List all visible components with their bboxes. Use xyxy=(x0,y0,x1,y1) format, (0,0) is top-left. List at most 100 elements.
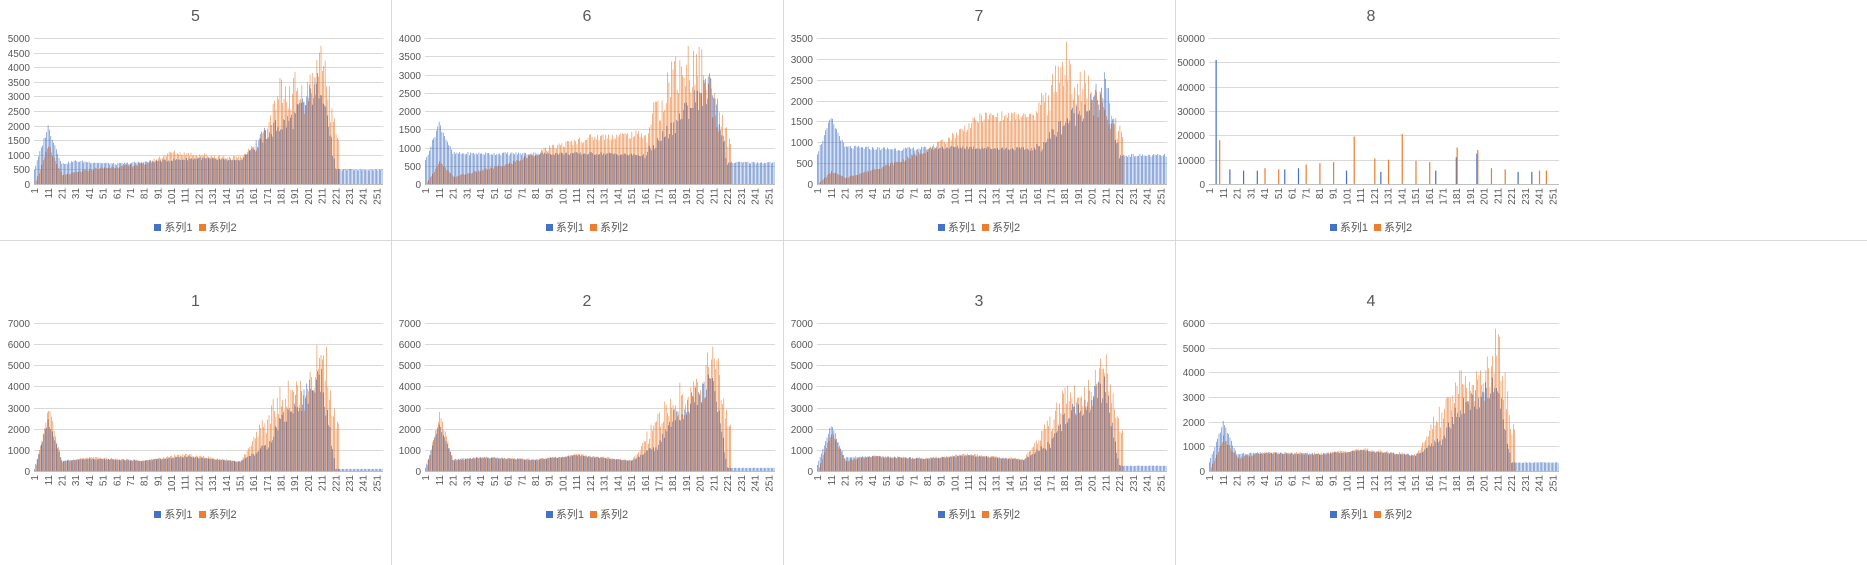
bar-1 xyxy=(54,440,56,471)
bar-2 xyxy=(613,459,615,471)
bar-1 xyxy=(1380,171,1382,184)
bar-1 xyxy=(168,457,169,471)
bar-1 xyxy=(569,456,570,471)
bar-2 xyxy=(572,144,574,184)
bar-1 xyxy=(1436,438,1438,471)
bar-1 xyxy=(768,162,769,184)
bar-1 xyxy=(172,160,173,184)
bar-2 xyxy=(1022,459,1023,471)
bar-2 xyxy=(1296,452,1297,471)
x-tick-label: 211 xyxy=(709,475,720,491)
bar-2 xyxy=(1410,455,1411,471)
bar-1 xyxy=(161,459,162,471)
bar-2 xyxy=(508,163,509,184)
bar-1 xyxy=(562,456,563,471)
bar-2 xyxy=(208,156,210,184)
bar-2 xyxy=(175,455,177,471)
x-tick-label: 181 xyxy=(1452,188,1463,205)
bar-2 xyxy=(967,453,968,471)
bar-1 xyxy=(530,153,532,184)
bar-2 xyxy=(535,459,537,471)
bar-2 xyxy=(1423,442,1425,471)
bar-1 xyxy=(166,458,168,471)
bar-2 xyxy=(281,79,282,184)
bar-2 xyxy=(547,150,549,184)
bar-1 xyxy=(90,163,91,184)
bar-1 xyxy=(743,467,745,471)
bar-1 xyxy=(888,456,890,471)
bar-2 xyxy=(842,176,843,184)
bar-2 xyxy=(287,380,289,471)
bar-1 xyxy=(118,459,120,471)
bar-2 xyxy=(1318,452,1319,471)
bar-1 xyxy=(909,147,910,184)
bar-1 xyxy=(46,427,48,471)
bar-1 xyxy=(373,469,375,471)
bar-1 xyxy=(270,442,272,471)
bar-2 xyxy=(1513,424,1514,471)
bar-1 xyxy=(517,154,518,184)
x-tick-label: 241 xyxy=(751,188,762,205)
bar-2 xyxy=(838,447,839,471)
bar-1 xyxy=(288,120,290,184)
bar-1 xyxy=(305,104,306,184)
bar-2 xyxy=(519,161,520,184)
bar-1 xyxy=(58,157,60,184)
bar-2 xyxy=(438,421,439,471)
bar-1 xyxy=(696,404,698,471)
y-tick-label: 500 xyxy=(13,165,30,176)
bar-2 xyxy=(550,456,552,471)
bar-1 xyxy=(1123,466,1124,471)
bar-2 xyxy=(111,457,112,471)
bar-2 xyxy=(230,460,231,471)
x-tick-label: 91 xyxy=(153,475,164,487)
bar-2 xyxy=(49,147,51,184)
bar-2 xyxy=(1462,383,1463,471)
bar-1 xyxy=(274,120,276,184)
bar-2 xyxy=(906,458,908,471)
bar-1 xyxy=(116,459,117,471)
bar-1 xyxy=(921,146,922,184)
bar-1 xyxy=(1124,465,1126,471)
bar-1 xyxy=(1302,453,1304,471)
bar-1 xyxy=(609,458,610,471)
bar-2 xyxy=(133,459,134,471)
bar-1 xyxy=(722,135,724,184)
bar-2 xyxy=(845,460,846,471)
bar-2 xyxy=(259,424,260,471)
bar-1 xyxy=(832,118,833,184)
bar-2 xyxy=(590,456,591,471)
bar-2 xyxy=(583,454,585,471)
bar-2 xyxy=(198,154,200,184)
bar-2 xyxy=(856,174,857,184)
bar-1 xyxy=(1408,453,1409,471)
bar-2 xyxy=(157,158,159,184)
bar-1 xyxy=(1029,455,1031,471)
bar-2 xyxy=(241,157,242,184)
bar-2 xyxy=(964,125,966,184)
bar-2 xyxy=(480,171,482,184)
bar-1 xyxy=(165,458,167,471)
bar-2 xyxy=(458,459,460,471)
bar-2 xyxy=(1538,170,1541,184)
bar-1 xyxy=(1130,156,1131,184)
bar-1 xyxy=(855,456,857,471)
bar-1 xyxy=(342,468,343,471)
bar-2 xyxy=(1071,93,1073,184)
bar-1 xyxy=(683,419,684,471)
y-tick-label: 2500 xyxy=(791,76,814,87)
bar-2 xyxy=(852,460,853,471)
bar-1 xyxy=(954,147,955,184)
bar-1 xyxy=(629,459,631,471)
bar-2 xyxy=(992,115,993,184)
bar-1 xyxy=(662,131,664,184)
bar-2 xyxy=(82,458,84,471)
bar-1 xyxy=(922,147,924,184)
bar-1 xyxy=(573,455,574,471)
bar-2 xyxy=(267,419,268,471)
chart-title: 7 xyxy=(974,8,984,25)
bar-2 xyxy=(620,458,622,471)
bar-1 xyxy=(818,460,820,471)
x-tick-label: 21 xyxy=(449,188,460,200)
bar-2 xyxy=(99,168,100,184)
